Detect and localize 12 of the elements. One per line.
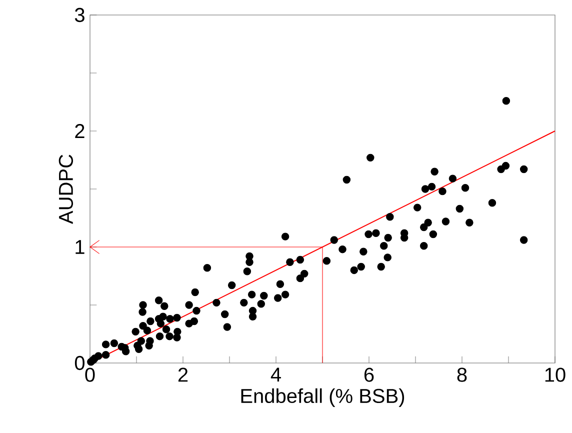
y-tick-label: 1 bbox=[76, 240, 84, 254]
y-axis-title: AUDPC bbox=[58, 154, 74, 224]
x-tick-label: 10 bbox=[545, 368, 566, 382]
x-tick-label: 8 bbox=[457, 368, 467, 382]
y-tick-label: 0 bbox=[74, 356, 84, 370]
x-tick-label: 6 bbox=[364, 368, 374, 382]
y-tick-label: 2 bbox=[75, 124, 84, 138]
y-tick-label: 3 bbox=[74, 8, 84, 22]
x-tick-label: 0 bbox=[85, 368, 95, 382]
x-tick-label: 4 bbox=[270, 368, 281, 382]
x-axis-title: Endbefall (% BSB) bbox=[241, 388, 404, 407]
x-tick-label: 2 bbox=[178, 368, 188, 382]
